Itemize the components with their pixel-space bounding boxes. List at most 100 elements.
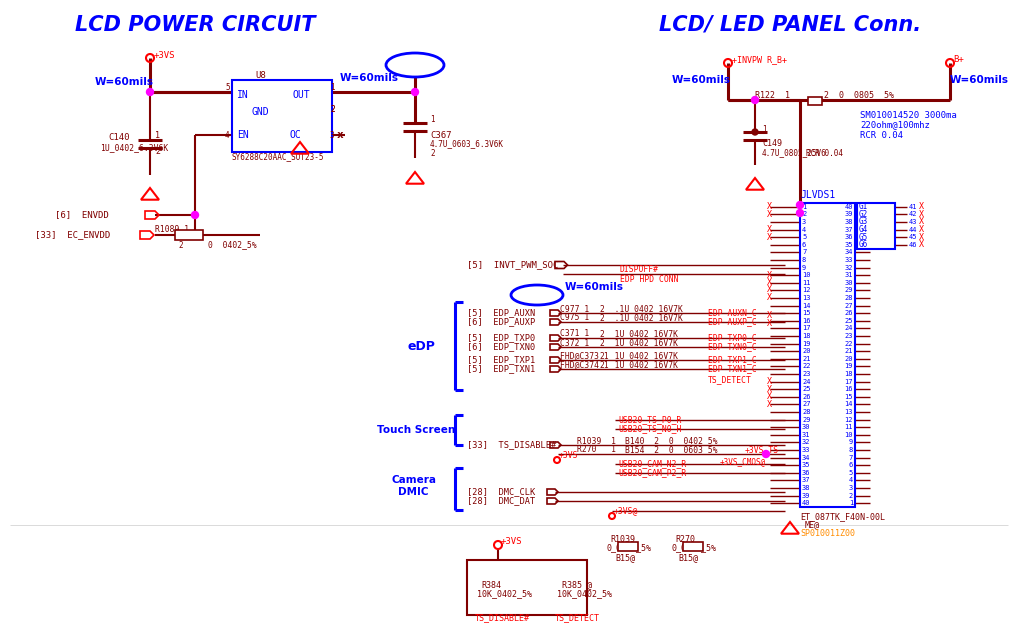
Text: 13: 13 — [845, 409, 853, 415]
Text: 26: 26 — [845, 310, 853, 316]
Text: 17: 17 — [845, 379, 853, 384]
Text: 7: 7 — [802, 249, 806, 256]
Text: 1: 1 — [849, 500, 853, 506]
Text: 4.7U_0805_25V6: 4.7U_0805_25V6 — [762, 149, 827, 158]
Text: X: X — [767, 225, 772, 234]
Text: EDP TXN1_C: EDP TXN1_C — [708, 364, 756, 374]
Text: W=60mils: W=60mils — [672, 75, 731, 85]
Text: C975 1: C975 1 — [560, 314, 589, 322]
Text: [5]  INVT_PWM_SOC: [5] INVT_PWM_SOC — [467, 261, 559, 269]
Text: EDP AUXP_C: EDP AUXP_C — [708, 318, 756, 326]
Text: 4: 4 — [849, 478, 853, 483]
Text: 1: 1 — [330, 84, 335, 92]
Text: +LCDVDD: +LCDVDD — [514, 291, 560, 299]
Circle shape — [752, 129, 758, 135]
Text: 45: 45 — [909, 234, 917, 240]
Text: X: X — [919, 202, 924, 211]
Text: 29: 29 — [845, 288, 853, 293]
Text: C371 1: C371 1 — [560, 329, 589, 339]
Circle shape — [762, 451, 770, 458]
Text: 32: 32 — [802, 439, 810, 446]
Text: G2: G2 — [859, 210, 868, 219]
Text: R270   1: R270 1 — [577, 446, 616, 454]
Text: GND: GND — [252, 107, 270, 117]
Text: X: X — [767, 319, 772, 328]
Text: B15@: B15@ — [615, 554, 635, 562]
Text: 1: 1 — [802, 204, 806, 210]
Text: 1: 1 — [762, 126, 767, 134]
Text: 43: 43 — [909, 219, 917, 225]
Text: FHD@C374 1: FHD@C374 1 — [560, 361, 609, 369]
Ellipse shape — [511, 285, 563, 305]
Text: C140: C140 — [108, 132, 129, 141]
Text: 19: 19 — [802, 341, 810, 347]
Text: 24: 24 — [802, 379, 810, 384]
Text: G6: G6 — [859, 240, 868, 249]
Text: 5: 5 — [225, 84, 230, 92]
Text: X: X — [767, 400, 772, 409]
Bar — [683, 542, 703, 551]
Text: USB20_CAM_N2_R: USB20_CAM_N2_R — [618, 459, 686, 469]
Text: 2  1U_0402_16V7K: 2 1U_0402_16V7K — [600, 339, 678, 348]
Text: X: X — [919, 232, 924, 242]
Text: R1039: R1039 — [610, 536, 635, 544]
Text: 31: 31 — [845, 272, 853, 278]
Bar — [467, 560, 587, 615]
Text: 2  1U_0402_16V7K: 2 1U_0402_16V7K — [600, 329, 678, 339]
Text: 21: 21 — [802, 356, 810, 362]
Text: +INVPW R_B+: +INVPW R_B+ — [732, 56, 787, 64]
Text: X: X — [767, 210, 772, 219]
Text: 28: 28 — [845, 295, 853, 301]
Text: 7: 7 — [849, 454, 853, 461]
Text: +3VS_CMOS@: +3VS_CMOS@ — [720, 458, 767, 466]
Text: [6]  EDP_AUXP: [6] EDP_AUXP — [467, 318, 535, 326]
Text: USB20_TS_N0_H: USB20_TS_N0_H — [618, 424, 681, 434]
Text: 31: 31 — [802, 432, 810, 437]
Text: 37: 37 — [845, 227, 853, 232]
Text: EN: EN — [237, 130, 248, 140]
Text: 4: 4 — [802, 227, 806, 232]
Text: 23: 23 — [845, 333, 853, 339]
Text: 6: 6 — [849, 462, 853, 468]
Text: 44: 44 — [909, 227, 917, 232]
Text: 0  0402_5%: 0 0402_5% — [208, 241, 257, 249]
Text: C372 1: C372 1 — [560, 339, 589, 348]
Text: 12: 12 — [845, 417, 853, 422]
Text: G4: G4 — [859, 225, 868, 234]
Text: 34: 34 — [845, 249, 853, 256]
Text: 10K_0402_5%: 10K_0402_5% — [557, 589, 612, 599]
Text: 40: 40 — [845, 204, 853, 210]
Text: USB20_TS_P0_R: USB20_TS_P0_R — [618, 416, 681, 424]
Text: 2: 2 — [155, 148, 160, 156]
Text: X: X — [767, 232, 772, 242]
Text: 24: 24 — [845, 326, 853, 331]
Text: X: X — [767, 385, 772, 394]
Text: 11: 11 — [845, 424, 853, 430]
Text: X: X — [919, 210, 924, 219]
Text: RCR 0.04: RCR 0.04 — [860, 131, 903, 139]
Text: 20: 20 — [845, 356, 853, 362]
Text: X: X — [767, 311, 772, 319]
Text: +3VS: +3VS — [559, 451, 578, 459]
Text: 27: 27 — [802, 401, 810, 408]
Text: 28: 28 — [802, 409, 810, 415]
Text: 25: 25 — [802, 386, 810, 392]
Text: [28]  DMC_DAT: [28] DMC_DAT — [467, 496, 535, 506]
Text: 35: 35 — [802, 462, 810, 468]
Text: TS_DISABLE#: TS_DISABLE# — [475, 614, 530, 622]
Text: IN: IN — [237, 90, 248, 100]
Text: 29: 29 — [802, 417, 810, 422]
Bar — [618, 542, 638, 551]
Text: [6]  ENVDD: [6] ENVDD — [55, 211, 109, 219]
Text: 37: 37 — [802, 478, 810, 483]
Text: C977 1: C977 1 — [560, 304, 589, 314]
Text: X: X — [919, 217, 924, 226]
Text: 2: 2 — [330, 106, 335, 114]
Text: DISPOFF#: DISPOFF# — [620, 266, 659, 274]
Bar — [800, 203, 855, 507]
Text: RCR 0.04: RCR 0.04 — [806, 149, 843, 158]
Text: 5: 5 — [849, 470, 853, 476]
Text: 8: 8 — [849, 447, 853, 453]
Text: G1: G1 — [859, 202, 868, 211]
Text: X: X — [767, 202, 772, 211]
